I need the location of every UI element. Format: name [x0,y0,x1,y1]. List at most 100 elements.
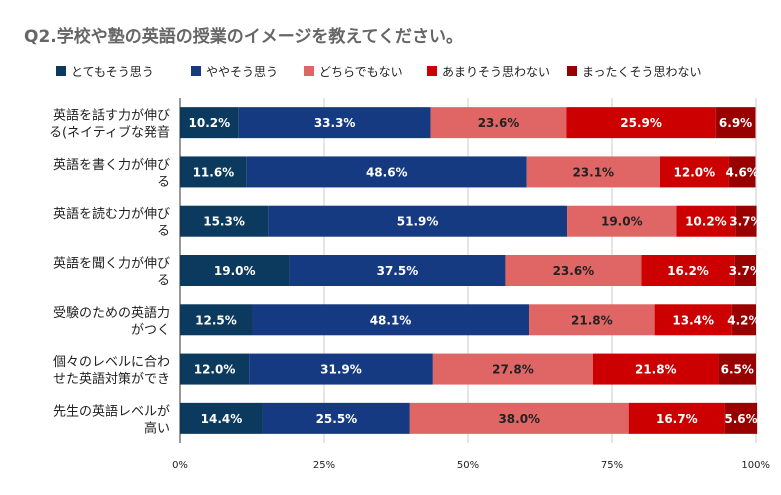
category-label: せた英語対策ができ [53,371,170,387]
legend-swatch-0 [56,66,66,76]
data-label: 12.0% [194,363,236,377]
bar-segment [731,304,756,336]
bar-segment [262,402,410,434]
data-label: 5.6% [724,412,757,426]
bar-segment [180,156,247,188]
legend-label-3: あまりそう思わない [442,65,550,79]
category-labels: 英語を話す力が伸びる(ネイティブな発音英語を書く力が伸びる英語を読む力が伸びる英… [49,108,170,437]
data-label: 23.1% [572,165,614,179]
data-label: 27.8% [492,363,534,377]
bar-segment [592,353,719,385]
data-label: 10.2% [189,116,231,130]
bar-segment [430,107,567,139]
bar-segment [724,402,758,434]
data-label: 37.5% [377,264,419,278]
data-label: 31.9% [320,363,362,377]
bar-segment [409,402,629,434]
data-label: 21.8% [635,363,677,377]
legend-label-4: まったくそう思わない [582,65,702,79]
bar-segment [238,107,431,139]
data-label: 3.7% [729,264,762,278]
bar-segment [628,402,725,434]
data-label: 21.8% [571,313,613,327]
bar-segment [526,156,660,188]
legend-label-1: ややそう思う [206,65,278,79]
category-label: 英語を書く力が伸び [53,157,170,173]
bar-segment [180,107,239,139]
legend-swatch-2 [304,66,314,76]
category-label: がつく [131,323,170,338]
data-label: 4.2% [727,313,760,327]
data-label: 14.4% [201,412,243,426]
bar-segment [715,107,756,139]
bar-segment [654,304,732,336]
x-tick-label: 50% [457,460,479,471]
data-label: 13.4% [672,313,714,327]
category-label: る(ネイティブな発音 [49,125,170,141]
legend-swatch-1 [191,66,201,76]
bar-segment [735,205,757,237]
x-tick-label: 75% [601,460,623,471]
legend-swatch-3 [427,66,437,76]
data-label: 10.2% [685,215,727,229]
data-label: 23.6% [553,264,595,278]
bar-segment [180,255,290,286]
bar-segment [676,205,736,237]
data-label: 23.6% [478,116,520,130]
data-label: 6.9% [719,116,752,130]
data-label: 16.2% [667,264,709,278]
bar-segment [180,205,269,237]
data-label: 38.0% [498,412,540,426]
category-label: る [157,224,170,239]
bar-segment [659,156,729,188]
data-label: 48.6% [366,165,408,179]
legend-swatch-4 [567,66,577,76]
data-label: 11.6% [193,165,235,179]
data-label: 6.5% [721,363,754,377]
bar-segment [180,353,250,385]
data-label: 19.0% [601,215,643,229]
category-label: 個々のレベルに合わ [53,355,170,370]
data-label: 25.9% [620,116,662,130]
data-label: 3.7% [729,215,762,229]
x-tick-label: 0% [172,460,188,471]
bar-segment [566,107,716,139]
bar-segment [268,205,568,237]
category-label: 先生の英語レベルが [53,403,170,419]
legend-label-2: どちらでもない [319,65,403,79]
x-tick-label: 25% [313,460,335,471]
x-axis-ticks: 0% 25% 50% 75% 100% [172,460,770,471]
bar-segment [641,255,735,286]
category-label: る [157,274,170,289]
x-tick-label: 100% [741,460,770,471]
bar-segment [567,205,677,237]
category-label: 高い [144,420,170,436]
bar-segment [529,304,655,336]
category-label: 英語を読む力が伸び [53,206,170,222]
bar-segment [734,255,756,286]
bar-segment [728,156,756,188]
data-label: 33.3% [314,116,356,130]
category-label: 英語を聞く力が伸び [53,256,170,272]
data-label: 19.0% [214,264,256,278]
chart-title: Q2.学校や塾の英語の授業のイメージを教えてください。 [24,26,463,47]
chart-bars: 10.2% 33.3% 23.6% 25.9% 6.9% 11.6% 48.6% 23.1% 1… [180,107,763,434]
data-label: 51.9% [397,215,439,229]
bar-segment [505,255,642,286]
chart-legend: とてもそう思う ややそう思う どちらでもない あまりそう思わない まったくそう思わない [56,65,702,79]
category-label: 英語を話す力が伸び [53,108,170,124]
bar-segment [252,304,530,336]
data-label: 25.5% [316,412,358,426]
bar-segment [246,156,527,188]
legend-label-0: とてもそう思う [71,65,154,79]
bar-segment [289,255,506,286]
data-label: 12.0% [674,165,716,179]
data-label: 4.6% [726,165,759,179]
bar-segment [718,353,756,385]
bar-segment [432,353,593,385]
bar-segment [249,353,433,385]
data-label: 12.5% [195,313,237,327]
data-label: 48.1% [370,313,412,327]
